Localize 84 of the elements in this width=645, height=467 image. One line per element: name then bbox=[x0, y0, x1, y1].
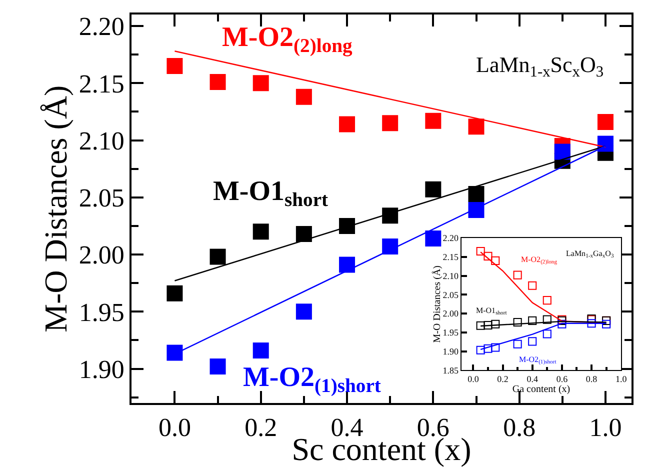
point bbox=[602, 320, 611, 328]
annotation: M-O1$_{short}$ bbox=[476, 306, 508, 317]
x-tick-label: 0.0 bbox=[468, 374, 480, 384]
point bbox=[382, 238, 398, 255]
point bbox=[166, 344, 183, 361]
y-tick-label: 2.00 bbox=[442, 308, 460, 319]
annotation: LaMn$_{1-x}$Sc$_{x}$O$_{3}$ bbox=[476, 52, 604, 81]
point bbox=[476, 247, 485, 256]
point bbox=[210, 358, 226, 374]
point bbox=[542, 330, 552, 338]
point bbox=[339, 256, 356, 273]
x-tick-label: 0.6 bbox=[556, 374, 568, 384]
x-tick-label: 0.0 bbox=[158, 413, 191, 442]
y-tick-label: 2.15 bbox=[442, 252, 460, 262]
point bbox=[252, 75, 269, 92]
annotation: M-O2$_{(2)long}$ bbox=[521, 255, 558, 266]
y-tick-label: 2.15 bbox=[78, 69, 124, 98]
point bbox=[542, 315, 552, 324]
x-tick-label: 0.8 bbox=[503, 413, 536, 442]
annotation: LaMn$_{1-x}$Ga$_{x}$O$_{3}$ bbox=[566, 249, 614, 260]
point bbox=[554, 144, 570, 160]
point bbox=[339, 116, 356, 132]
y-tick-label: 2.00 bbox=[78, 240, 124, 270]
point bbox=[339, 218, 356, 234]
point bbox=[166, 285, 183, 302]
point bbox=[542, 296, 552, 305]
point bbox=[166, 58, 183, 74]
x-tick-label: 1.0 bbox=[615, 374, 628, 384]
x-tick-label: 0.2 bbox=[244, 413, 278, 442]
point bbox=[468, 202, 484, 218]
point bbox=[484, 320, 492, 330]
point bbox=[558, 320, 566, 328]
point bbox=[296, 226, 312, 242]
point bbox=[528, 337, 537, 346]
point bbox=[382, 115, 398, 132]
point bbox=[484, 344, 492, 353]
point bbox=[513, 340, 522, 348]
x-tick-label: 0.4 bbox=[526, 374, 538, 384]
point bbox=[210, 248, 226, 265]
point bbox=[513, 318, 522, 326]
annotation: M-O2$_{(2)long}$ bbox=[222, 22, 353, 57]
x-axis-title: Ga content (x) bbox=[512, 384, 570, 395]
point bbox=[528, 316, 537, 325]
y-tick-label: 2.20 bbox=[442, 233, 460, 244]
point bbox=[491, 256, 500, 265]
point bbox=[476, 321, 485, 330]
y-tick-label: 1.90 bbox=[442, 346, 460, 356]
y-axis-title: M-O Distances (Å) bbox=[430, 266, 443, 343]
point bbox=[491, 343, 500, 352]
point bbox=[296, 88, 312, 105]
annotation: M-O2$_{(1)short}$ bbox=[243, 362, 382, 397]
point bbox=[468, 186, 484, 202]
point bbox=[425, 112, 442, 129]
point bbox=[425, 230, 442, 247]
point bbox=[513, 270, 522, 280]
y-tick-label: 2.10 bbox=[78, 126, 124, 156]
point bbox=[296, 304, 312, 320]
x-tick-label: 0.8 bbox=[586, 374, 598, 384]
point bbox=[252, 224, 269, 240]
point bbox=[491, 320, 500, 328]
y-tick-label: 2.20 bbox=[78, 12, 124, 42]
point bbox=[528, 281, 537, 290]
y-tick-label: 1.90 bbox=[78, 354, 124, 384]
y-tick-label: 1.85 bbox=[442, 365, 460, 376]
point bbox=[210, 74, 226, 90]
x-tick-label: 1.0 bbox=[589, 413, 622, 442]
y-tick-label: 1.95 bbox=[442, 328, 460, 338]
annotation: M-O1$_{short}$ bbox=[213, 176, 329, 211]
y-tick-label: 2.05 bbox=[442, 290, 460, 300]
point bbox=[476, 346, 485, 354]
y-axis-title: M-O Distances (Å) bbox=[38, 85, 74, 332]
annotation: M-O2$_{(1)short}$ bbox=[519, 355, 557, 366]
point bbox=[484, 252, 492, 260]
point bbox=[597, 136, 614, 152]
point bbox=[597, 114, 614, 130]
point bbox=[587, 319, 596, 328]
y-tick-label: 2.05 bbox=[78, 183, 124, 212]
y-tick-label: 2.10 bbox=[442, 270, 460, 281]
y-tick-label: 1.95 bbox=[78, 298, 124, 327]
x-tick-label: 0.2 bbox=[497, 374, 508, 384]
point bbox=[382, 208, 398, 224]
point bbox=[425, 181, 442, 198]
point bbox=[252, 342, 269, 358]
point bbox=[468, 118, 484, 135]
